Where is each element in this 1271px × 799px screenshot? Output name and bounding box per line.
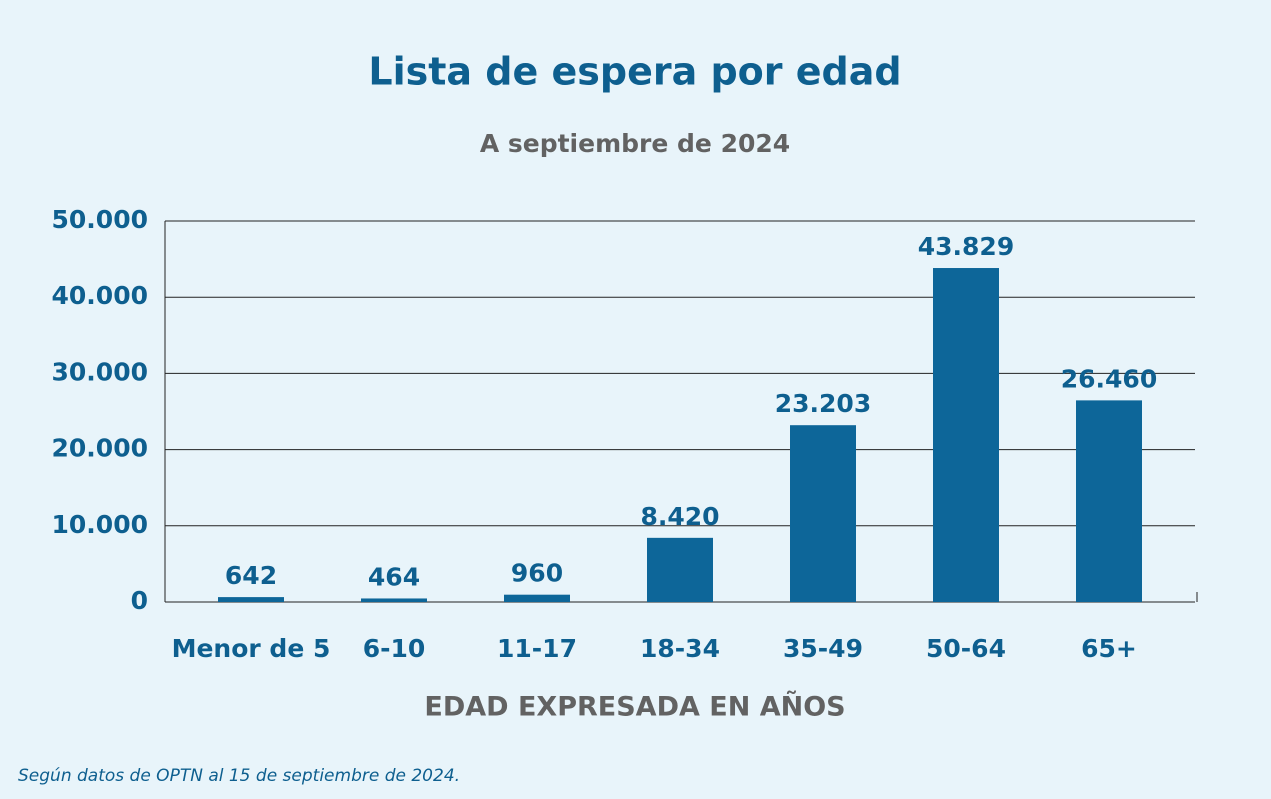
y-tick-label: 0 xyxy=(131,586,148,615)
bar xyxy=(790,425,856,602)
bar xyxy=(647,537,713,602)
chart-subtitle: A septiembre de 2024 xyxy=(480,129,790,158)
x-tick-label: 50-64 xyxy=(926,634,1006,663)
data-label: 43.829 xyxy=(918,232,1014,261)
y-tick-label: 10.000 xyxy=(52,510,148,539)
chart-title: Lista de espera por edad xyxy=(368,50,901,94)
y-tick-label: 20.000 xyxy=(52,434,148,463)
bar xyxy=(504,594,570,602)
x-axis-title: EDAD EXPRESADA EN AÑOS xyxy=(424,691,845,723)
bar xyxy=(1076,400,1142,602)
x-tick-label: 18-34 xyxy=(640,634,720,663)
x-tick-label: 11-17 xyxy=(497,634,577,663)
x-tick-label: 35-49 xyxy=(783,634,863,663)
x-tick-label: 65+ xyxy=(1081,634,1137,663)
y-tick-label: 50.000 xyxy=(52,205,148,234)
x-tick-label: Menor de 5 xyxy=(172,634,331,663)
bar xyxy=(361,598,427,602)
bar xyxy=(218,597,284,602)
x-tick-label: 6-10 xyxy=(363,634,426,663)
data-label: 8.420 xyxy=(640,502,719,531)
footnote: Según datos de OPTN al 15 de septiembre … xyxy=(18,766,460,786)
data-label: 960 xyxy=(511,559,563,588)
y-tick-label: 30.000 xyxy=(52,357,148,386)
y-tick-label: 40.000 xyxy=(52,281,148,310)
data-label: 23.203 xyxy=(775,389,871,418)
data-label: 642 xyxy=(225,561,277,590)
bar xyxy=(933,268,999,602)
data-label: 464 xyxy=(368,562,420,591)
data-label: 26.460 xyxy=(1061,364,1157,393)
